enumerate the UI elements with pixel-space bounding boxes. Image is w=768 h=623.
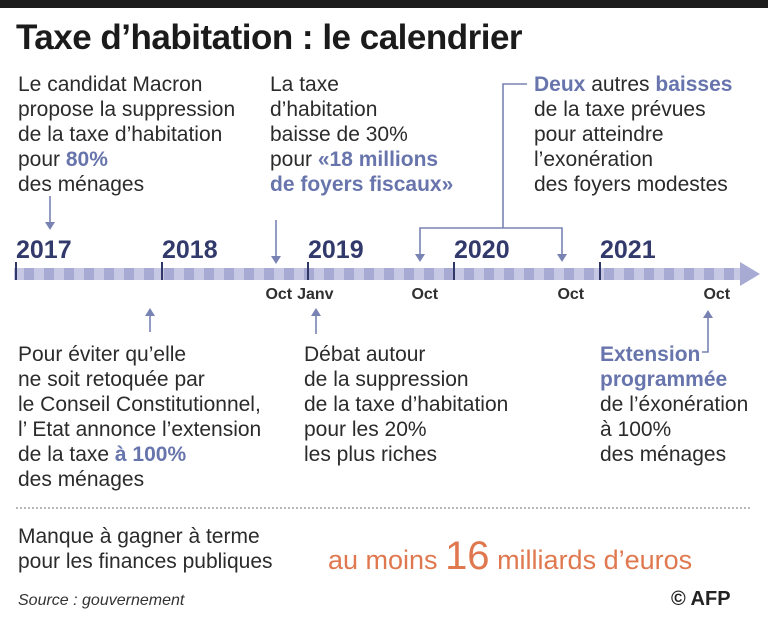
highlight-programmee: programmée bbox=[600, 368, 728, 391]
loss-label: Manque à gagner à terme pour les finance… bbox=[18, 525, 273, 573]
timeline-arrowhead bbox=[740, 262, 760, 286]
year-label-2018: 2018 bbox=[162, 236, 218, 264]
month-label-0: Oct bbox=[265, 286, 293, 303]
highlight-100-percent: à 100% bbox=[114, 443, 187, 466]
event-2018-oct-text: La taxe d’habitation baisse de 30% pour … bbox=[270, 73, 454, 196]
footer-separator bbox=[16, 507, 750, 509]
bracket-deux-baisses bbox=[419, 227, 563, 256]
bracket-left-head bbox=[415, 254, 425, 262]
highlight-baisses: baisses bbox=[655, 73, 733, 96]
year-tick-2020 bbox=[453, 262, 455, 280]
timeline-axis bbox=[14, 262, 760, 286]
highlight-80-percent: 80% bbox=[65, 148, 108, 171]
afp-credit: © AFP bbox=[671, 588, 731, 610]
top-bar bbox=[0, 0, 768, 8]
loss-amount: au moins 16 milliards d’euros bbox=[328, 534, 693, 578]
year-tick-2021 bbox=[599, 262, 601, 280]
year-label-2019: 2019 bbox=[308, 236, 364, 264]
bracket-stem bbox=[502, 83, 527, 228]
source-note: Source : gouvernement bbox=[18, 592, 185, 609]
event-2019-janv-text: Débat autour de la suppression de la tax… bbox=[304, 343, 509, 466]
year-tick-2017 bbox=[15, 262, 17, 280]
event-2017-text: Le candidat Macron propose la suppressio… bbox=[18, 73, 236, 196]
event-2019-2020-text: Deux autres baisses de la taxe prévues p… bbox=[534, 73, 733, 196]
arrow-2021-oct-head bbox=[703, 310, 713, 318]
month-label-1: Janv bbox=[297, 286, 334, 303]
arrow-2018-head bbox=[145, 308, 155, 316]
month-label-3: Oct bbox=[557, 286, 585, 303]
year-tick-2019 bbox=[307, 262, 309, 280]
highlight-deux: Deux bbox=[534, 73, 586, 96]
arrow-2019-janv-head bbox=[311, 308, 321, 316]
year-label-2021: 2021 bbox=[600, 236, 656, 264]
highlight-extension: Extension bbox=[600, 343, 701, 366]
arrow-2018-oct-head bbox=[271, 256, 281, 264]
highlight-18-millions: «18 millions bbox=[317, 148, 439, 171]
event-2018-text: Pour éviter qu’elle ne soit retoquée par… bbox=[18, 343, 262, 491]
bracket-right-head bbox=[557, 254, 567, 262]
arrow-2017-head bbox=[45, 222, 55, 230]
event-2021-text: Extension programmée de l’éxonération à … bbox=[600, 343, 749, 466]
amount-number: 16 bbox=[445, 534, 490, 578]
year-tick-2018 bbox=[161, 262, 163, 280]
month-label-2: Oct bbox=[411, 286, 439, 303]
timeline-bar bbox=[14, 268, 742, 280]
highlight-foyers-fiscaux: de foyers fiscaux» bbox=[270, 173, 454, 196]
year-label-2017: 2017 bbox=[16, 236, 72, 264]
arrow-2021-oct bbox=[702, 316, 709, 353]
month-label-4: Oct bbox=[703, 286, 731, 303]
page-title: Taxe d’habitation : le calendrier bbox=[16, 18, 523, 57]
year-label-2020: 2020 bbox=[454, 236, 510, 264]
